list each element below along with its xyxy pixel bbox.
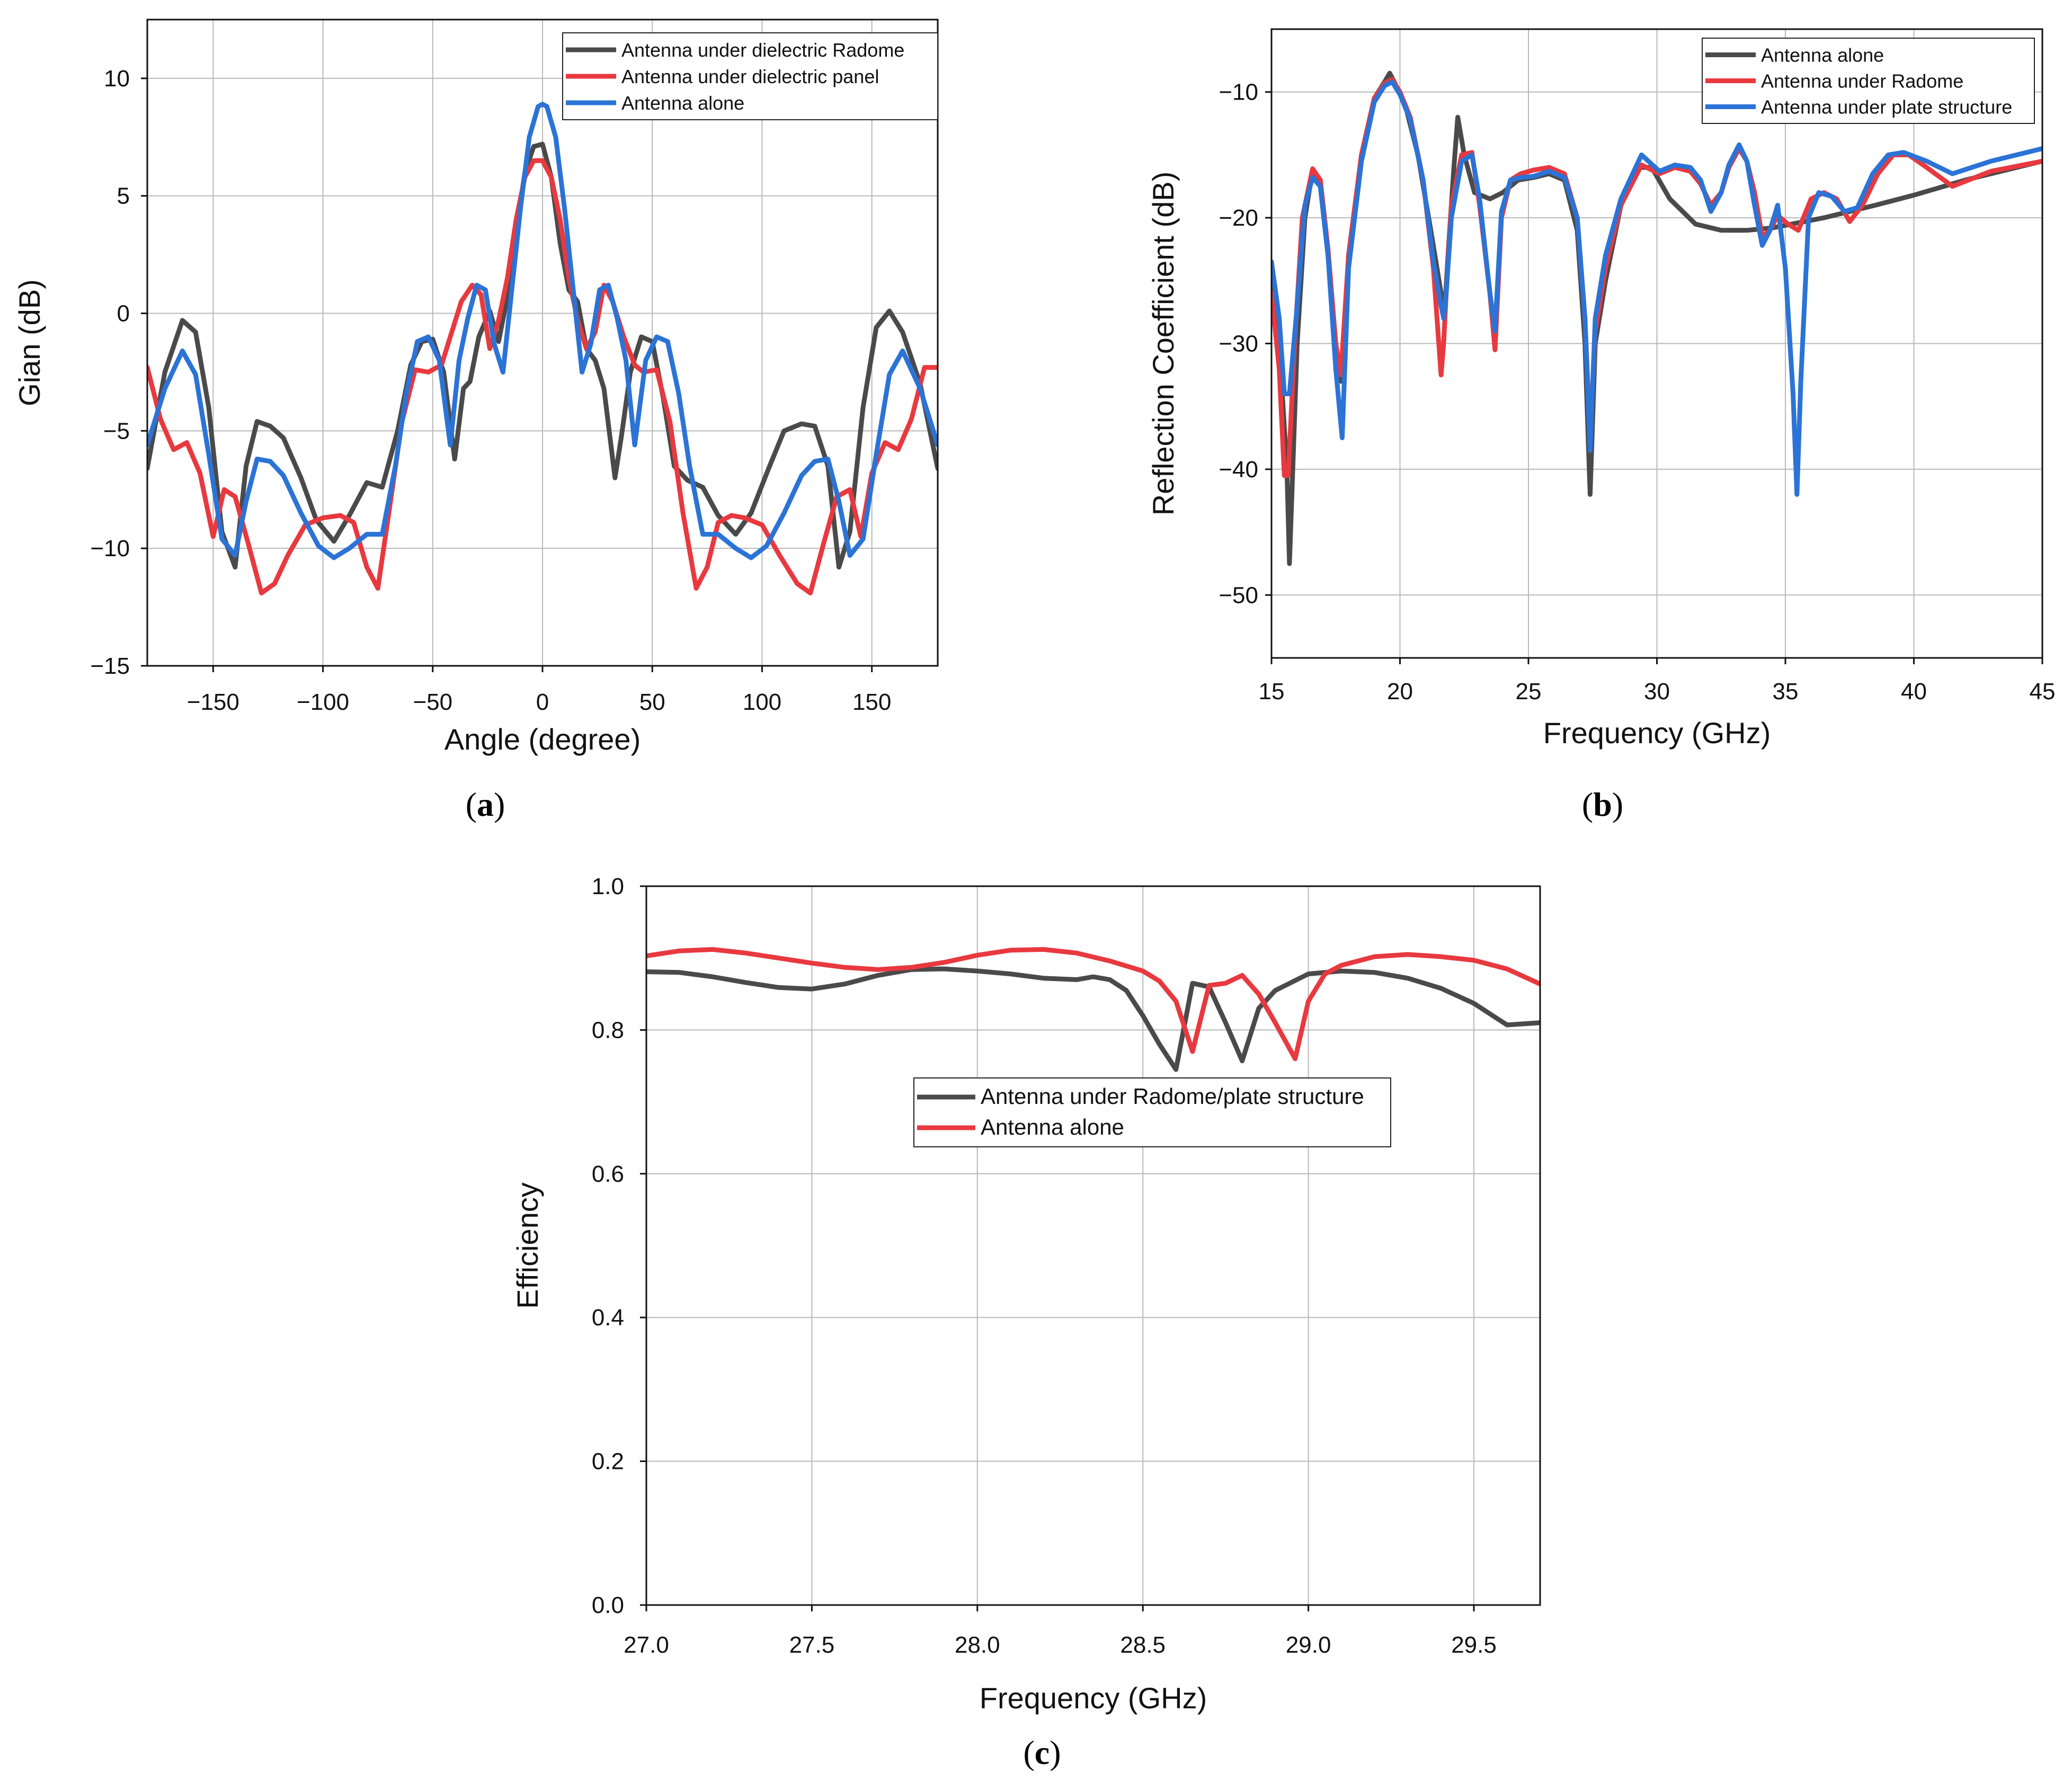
y-tick-label: −10	[1219, 79, 1258, 105]
legend-entry: Antenna under dielectric Radome	[621, 39, 904, 61]
y-tick-label: −10	[90, 536, 130, 561]
x-axis-label: Angle (degree)	[444, 723, 641, 756]
series-line-2	[646, 947, 1540, 1062]
x-tick-label: 0	[536, 689, 549, 715]
legend-entry: Antenna under dielectric panel	[621, 66, 879, 87]
legend-entry: Antenna alone	[621, 92, 744, 114]
y-tick-label: 0.6	[592, 1161, 624, 1187]
x-tick-label: 30	[1644, 679, 1670, 705]
y-tick-label: −20	[1219, 205, 1258, 231]
y-axis-label: Reflection Coefficient (dB)	[1146, 172, 1180, 516]
y-tick-label: −40	[1219, 457, 1258, 483]
y-tick-label: 0.2	[592, 1449, 624, 1475]
y-tick-label: 0.0	[592, 1592, 624, 1618]
y-tick-label: 0.8	[592, 1017, 624, 1043]
legend: Antenna under Radome/plate structure Ante…	[913, 1077, 1391, 1147]
chart-c: 27.0 27.5 28.0 28.5 29.0 29.5 0.0 0.2 0.4 0.6 0.8 1…	[511, 873, 1541, 1771]
x-tick-label: 28.0	[955, 1632, 1000, 1658]
x-tick-label: 28.5	[1120, 1632, 1166, 1658]
panel-label: (c)	[1023, 1734, 1061, 1771]
x-tick-label: 50	[639, 689, 665, 715]
x-tick-label: 15	[1259, 679, 1285, 705]
legend-entry: Antenna under Radome	[1761, 70, 1963, 92]
chart-b: 15 20 25 30 35 40 45 −50 −40 −30 −20 −10 Frequency (…	[1146, 28, 2056, 823]
x-tick-label: 45	[2030, 679, 2056, 705]
series-line-3	[147, 102, 938, 560]
panel-label: (b)	[1582, 786, 1623, 823]
y-tick-label: 0	[117, 301, 130, 327]
x-tick-label: 29.0	[1286, 1632, 1331, 1658]
y-tick-label: 0.4	[592, 1305, 624, 1331]
series-line-3	[1271, 79, 2042, 497]
plot-frame	[645, 885, 1541, 1606]
legend: Antenna under dielectric Radome Antenna u…	[562, 32, 938, 120]
series-line-2	[147, 158, 938, 595]
x-tick-label: −50	[413, 689, 452, 715]
y-axis-label: Efficiency	[511, 1182, 544, 1309]
series-line-1	[147, 141, 938, 570]
y-tick-label: −15	[90, 653, 130, 679]
x-tick-label: 150	[852, 689, 891, 715]
x-tick-label: 100	[743, 689, 781, 715]
x-axis-label: Frequency (GHz)	[980, 1681, 1207, 1715]
x-tick-label: 25	[1516, 679, 1542, 705]
x-axis-label: Frequency (GHz)	[1543, 716, 1771, 750]
y-tick-label: −30	[1219, 331, 1258, 357]
y-tick-label: −50	[1219, 582, 1258, 608]
x-tick-label: 20	[1387, 679, 1413, 705]
y-tick-label: 5	[117, 183, 130, 209]
legend: Antenna alone Antenna under Radome Antenna…	[1702, 38, 2035, 124]
y-tick-label: −5	[103, 418, 130, 444]
y-tick-label: 10	[104, 66, 130, 92]
legend-entry: Antenna alone	[981, 1115, 1124, 1139]
panel-label: (a)	[466, 786, 505, 823]
x-tick-label: 40	[1901, 679, 1927, 705]
x-tick-label: −150	[187, 689, 239, 715]
legend-entry: Antenna under Radome/plate structure	[981, 1084, 1364, 1109]
x-tick-label: 29.5	[1451, 1632, 1497, 1658]
series-line-1	[646, 966, 1540, 1072]
y-axis-label: Gian (dB)	[13, 279, 46, 406]
x-tick-label: 27.0	[624, 1632, 669, 1658]
y-tick-label: 1.0	[592, 873, 624, 899]
x-tick-label: −100	[297, 689, 349, 715]
legend-entry: Antenna under plate structure	[1761, 96, 2012, 118]
legend-entry: Antenna alone	[1761, 44, 1884, 66]
x-tick-label: 27.5	[789, 1632, 835, 1658]
x-tick-label: 35	[1773, 679, 1799, 705]
